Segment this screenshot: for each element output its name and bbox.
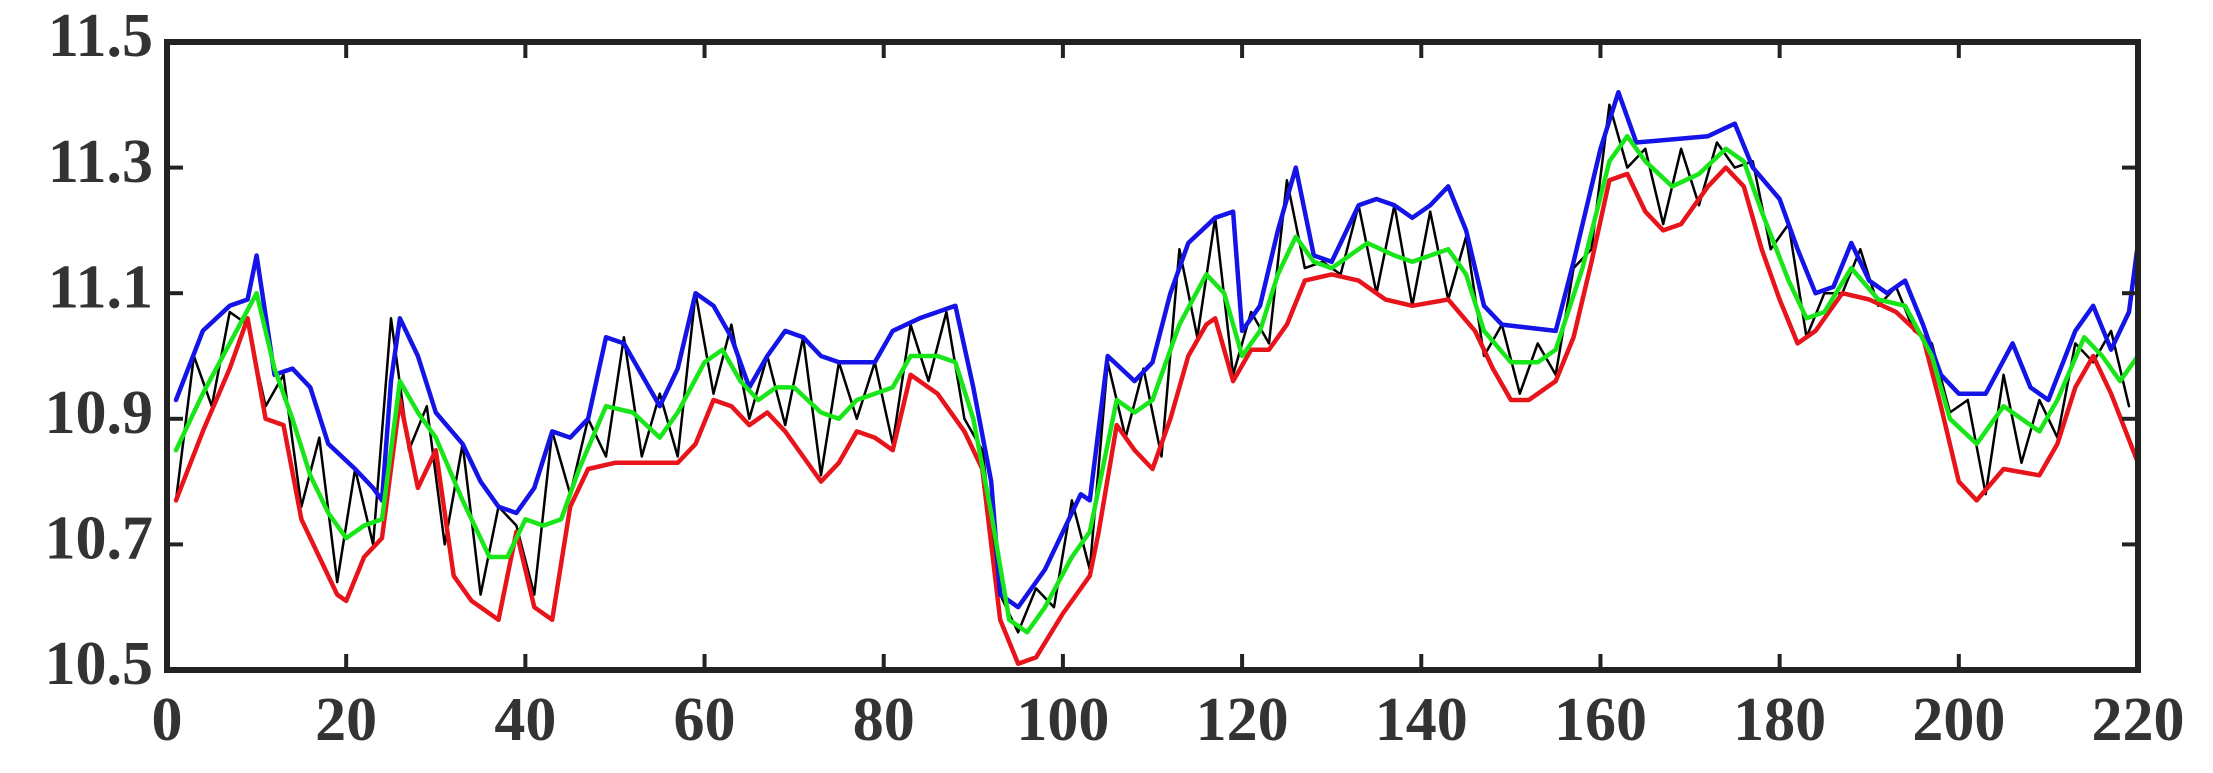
x-tick-label: 100 <box>1016 686 1109 754</box>
y-tick-label: 11.3 <box>48 128 153 196</box>
x-tick-label: 180 <box>1733 686 1826 754</box>
x-tick-label: 60 <box>674 686 736 754</box>
x-tick-label: 20 <box>315 686 377 754</box>
data-line <box>174 103 2131 634</box>
y-tick-label: 10.7 <box>45 505 154 573</box>
data-line <box>173 89 2141 610</box>
x-tick-label: 140 <box>1375 686 1468 754</box>
x-tick-label: 0 <box>152 686 183 754</box>
plot-frame <box>164 39 2141 673</box>
y-tick-label: 10.9 <box>45 379 154 447</box>
y-tick-label: 11.1 <box>48 253 153 321</box>
x-tick-label: 220 <box>2092 686 2185 754</box>
x-tick-label: 120 <box>1196 686 1289 754</box>
x-tick-label: 200 <box>1912 686 2005 754</box>
y-tick-label: 11.5 <box>48 2 153 70</box>
x-tick-label: 40 <box>494 686 556 754</box>
x-tick-label: 160 <box>1554 686 1647 754</box>
data-line <box>173 133 2141 635</box>
data-line <box>173 165 2141 666</box>
x-tick-label: 80 <box>853 686 915 754</box>
y-tick-label: 10.5 <box>45 630 154 698</box>
